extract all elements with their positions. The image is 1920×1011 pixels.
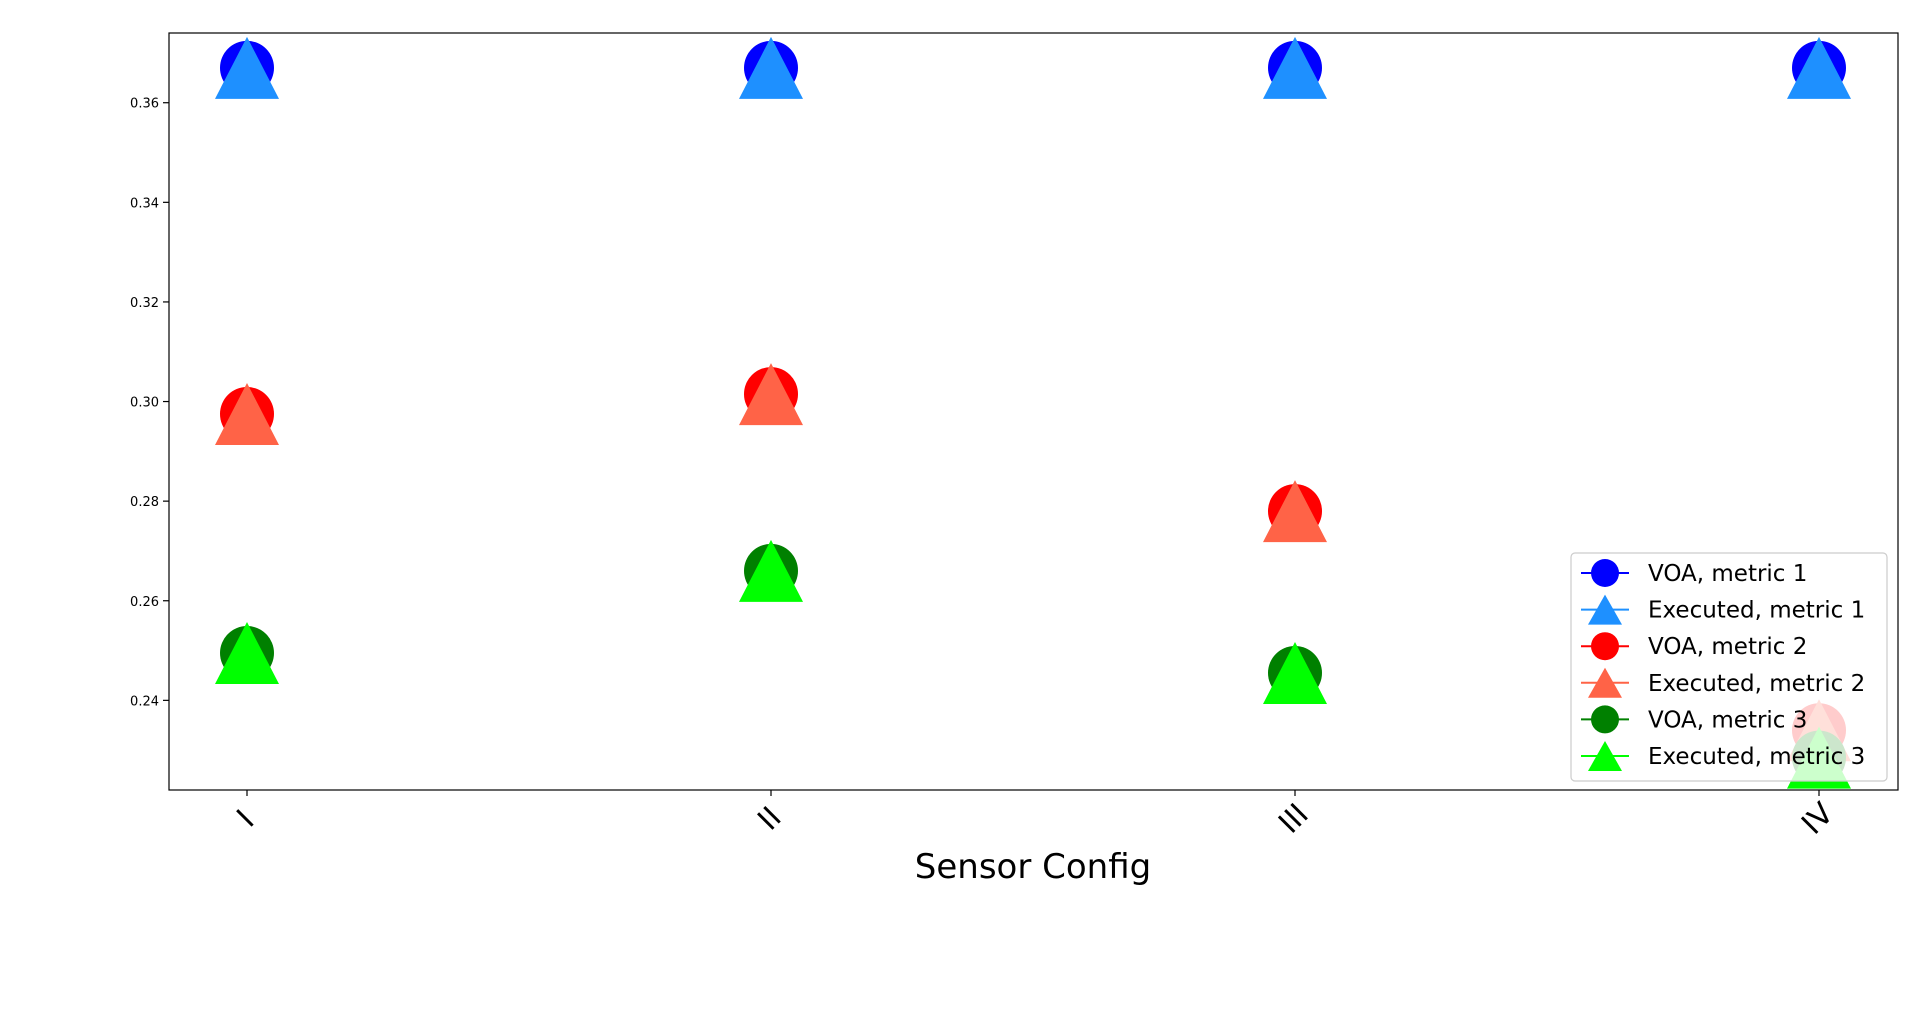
y-tick-label: 0.30 [130,396,159,411]
x-tick-label: II [751,800,788,837]
marker-executed-metric-3-i [215,622,279,685]
marker-executed-metric-2-i [215,382,279,445]
marker-executed-metric-3-iii [1263,641,1327,704]
legend: VOA, metric 1 Executed, metric 1 VOA, metr… [1570,552,1888,782]
legend-circle-marker [1591,632,1619,661]
marker-executed-metric-2-iii [1263,480,1327,543]
y-axis-ticks: 0.24 0.26 0.28 0.30 0.32 0.34 0.36 [130,97,169,709]
y-tick-label: 0.28 [130,495,159,510]
marker-executed-metric-2-ii [739,363,803,426]
marker-executed-metric-1-iv [1787,36,1851,99]
y-tick-label: 0.32 [130,296,159,311]
legend-triangle-marker [1588,741,1622,771]
y-tick-label: 0.34 [130,196,159,211]
legend-triangle-marker [1588,667,1622,698]
legend-circle-marker [1591,559,1619,587]
marker-executed-metric-1-iii [1263,36,1327,99]
plot-area-frame [168,32,1899,791]
data-marks [215,36,1851,789]
marker-executed-metric-1-ii [739,36,803,99]
legend-label: VOA, metric 1 [1648,561,1807,587]
legend-label: Executed, metric 2 [1648,671,1865,697]
legend-label: VOA, metric 3 [1648,707,1807,733]
x-tick-label: IV [1795,796,1841,842]
x-tick-label: I [230,803,261,834]
marker-executed-metric-3-ii [739,539,803,602]
legend-box [1570,552,1888,782]
legend-label: Executed, metric 1 [1648,598,1865,624]
x-tick-label: III [1272,797,1316,841]
y-tick-label: 0.24 [130,694,159,709]
legend-label: Executed, metric 3 [1648,744,1865,770]
legend-circle-marker [1591,705,1619,734]
x-axis-label: Sensor Config [915,847,1151,887]
marker-executed-metric-1-i [215,36,279,99]
y-tick-label: 0.26 [130,595,159,610]
y-tick-label: 0.36 [130,97,159,112]
legend-label: VOA, metric 2 [1648,634,1807,660]
legend-triangle-marker [1588,594,1622,625]
x-axis-ticks: I II III IV [230,790,1841,842]
